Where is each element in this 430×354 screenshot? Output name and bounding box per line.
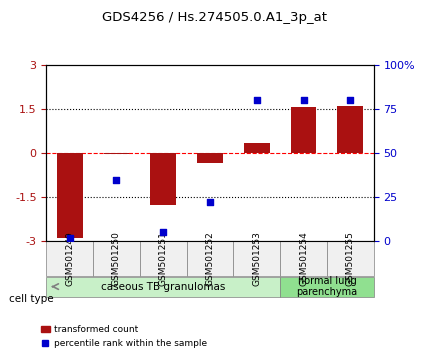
Bar (104, 153, 129, 154)
Text: caseous TB granulomas: caseous TB granulomas (101, 281, 225, 292)
Point (66, 235, 73, 241)
FancyBboxPatch shape (280, 276, 374, 297)
Point (347, 97, 354, 103)
FancyBboxPatch shape (46, 241, 93, 275)
Text: GSM501254: GSM501254 (299, 231, 308, 286)
Text: GSM501249: GSM501249 (65, 231, 74, 286)
Text: GSM501253: GSM501253 (252, 231, 261, 286)
FancyBboxPatch shape (140, 241, 187, 275)
Point (160, 230, 167, 235)
FancyBboxPatch shape (280, 241, 327, 275)
Bar (57, 153, 83, 238)
Text: GSM501252: GSM501252 (206, 231, 215, 286)
Text: GDS4256 / Hs.274505.0.A1_3p_at: GDS4256 / Hs.274505.0.A1_3p_at (102, 11, 328, 24)
Legend: transformed count, percentile rank within the sample: transformed count, percentile rank withi… (39, 323, 209, 349)
Point (300, 97, 307, 103)
Bar (150, 153, 176, 205)
Bar (244, 143, 270, 153)
Bar (197, 153, 223, 163)
Text: GSM501255: GSM501255 (346, 231, 355, 286)
FancyBboxPatch shape (187, 241, 233, 275)
Text: GSM501251: GSM501251 (159, 231, 168, 286)
Point (253, 97, 260, 103)
Point (113, 177, 120, 182)
FancyBboxPatch shape (327, 241, 374, 275)
Text: normal lung
parenchyma: normal lung parenchyma (296, 276, 357, 297)
FancyBboxPatch shape (233, 241, 280, 275)
Text: GSM501250: GSM501250 (112, 231, 121, 286)
FancyBboxPatch shape (93, 241, 140, 275)
Text: cell type: cell type (9, 294, 53, 304)
FancyBboxPatch shape (46, 276, 280, 297)
Bar (291, 107, 316, 153)
Bar (338, 106, 363, 153)
Point (206, 200, 213, 205)
